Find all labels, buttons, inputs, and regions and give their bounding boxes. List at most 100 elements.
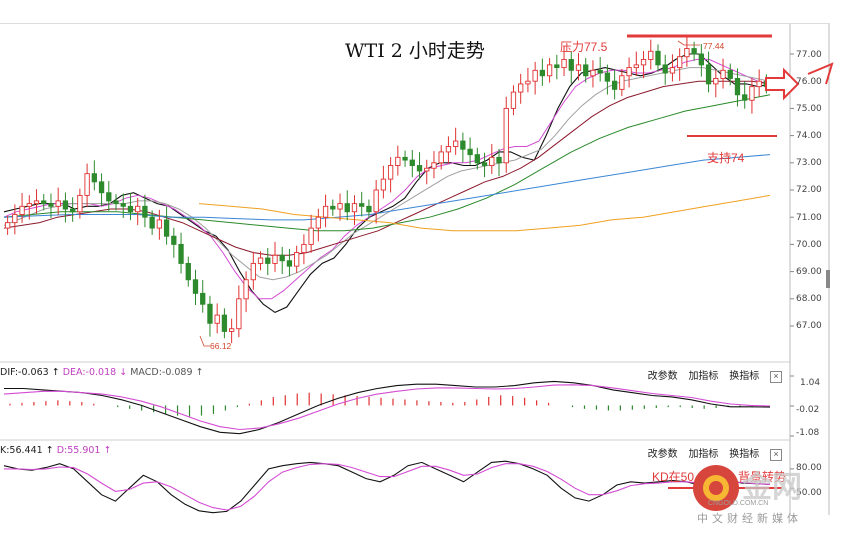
candle-body xyxy=(416,165,423,172)
kd-close-button[interactable]: × xyxy=(770,449,782,461)
candle-body xyxy=(171,235,177,245)
candle-body xyxy=(106,192,112,202)
candle-body xyxy=(554,64,560,69)
candle-body xyxy=(279,254,285,262)
candle-body xyxy=(48,203,54,207)
macd-tick: -1.08 xyxy=(796,428,820,438)
macd-toolbar: 改参数 加指标 换指标 × xyxy=(640,367,782,383)
macd-add-indicator-button[interactable]: 加指标 xyxy=(688,371,719,382)
moving-average-line xyxy=(3,53,771,314)
kd-tick: 50.00 xyxy=(796,488,822,498)
candle-body xyxy=(648,50,654,60)
candle-body xyxy=(395,156,401,166)
candle-body xyxy=(257,257,264,264)
candle-body xyxy=(294,252,300,267)
y-tick: 75.00 xyxy=(796,104,822,114)
candle-body xyxy=(207,303,213,324)
candle-body xyxy=(633,64,639,69)
candle-body xyxy=(84,173,90,196)
candle-body xyxy=(344,203,350,213)
candle-body xyxy=(568,58,574,71)
candle-body xyxy=(308,227,314,245)
kd-tick: 80.00 xyxy=(796,463,822,473)
macd-edit-params-button[interactable]: 改参数 xyxy=(647,371,678,382)
candle-body xyxy=(489,156,495,166)
candle-body xyxy=(460,140,466,150)
kd-switch-indicator-button[interactable]: 换指标 xyxy=(729,449,760,460)
y-tick: 74.00 xyxy=(796,131,822,141)
up-arrow-icon: ↑ xyxy=(45,445,54,456)
candle-body xyxy=(272,254,278,264)
kd-k-line xyxy=(3,460,771,514)
candle-body xyxy=(322,205,329,218)
candle-body xyxy=(705,64,712,85)
y-tick: 77.00 xyxy=(796,50,822,60)
candle-body xyxy=(163,219,170,237)
candle-body xyxy=(445,146,452,153)
low-pointer xyxy=(199,335,210,347)
macd-header: DIF:-0.063 ↑ DEA:-0.018 ↓ MACD:-0.089 ↑ xyxy=(0,367,204,378)
moving-average-line xyxy=(198,194,771,232)
candle-body xyxy=(640,58,647,66)
candle-body xyxy=(503,107,509,164)
candle-body xyxy=(597,69,603,74)
y-tick: 73.00 xyxy=(796,158,822,168)
candle-body xyxy=(387,165,394,180)
kd-add-indicator-button[interactable]: 加指标 xyxy=(688,449,719,460)
candle-body xyxy=(373,189,379,213)
right-arrow-icon xyxy=(765,67,800,101)
candle-body xyxy=(301,243,307,254)
candle-body xyxy=(77,194,83,213)
candle-body xyxy=(532,69,538,82)
candle-body xyxy=(669,67,676,74)
candle-body xyxy=(518,83,524,93)
scroll-handle-icon xyxy=(826,270,830,288)
high-label: 77.44 xyxy=(703,41,725,51)
candle-body xyxy=(619,75,625,90)
kd-header: K:56.441 ↑ D:55.901 ↑ xyxy=(0,445,111,456)
kd-annotation: KD在50 xyxy=(652,470,695,484)
candle-body xyxy=(474,154,480,164)
candle-body xyxy=(91,173,97,183)
candle-body xyxy=(366,205,372,213)
up-arrow-icon: ↑ xyxy=(195,367,204,378)
macd-dea-line xyxy=(3,384,771,431)
candle-body xyxy=(583,64,589,77)
macd-close-button[interactable]: × xyxy=(770,371,782,383)
candle-body xyxy=(243,279,249,300)
candle-body xyxy=(19,205,25,215)
candle-body xyxy=(33,200,40,205)
candle-body xyxy=(337,203,343,210)
candle-body xyxy=(467,148,473,156)
moving-average-line xyxy=(3,67,771,281)
kd-edit-params-button[interactable]: 改参数 xyxy=(647,449,678,460)
low-label: 66.12 xyxy=(210,341,232,351)
chart-title: WTI 2 小时走势 xyxy=(345,40,485,62)
up-arrow-icon xyxy=(807,62,834,85)
candle-body xyxy=(424,167,430,172)
kd-d-value: D:55.901 xyxy=(56,445,101,456)
candle-body xyxy=(402,156,408,161)
macd-tick: -0.02 xyxy=(796,405,820,415)
candle-body xyxy=(438,151,444,164)
candle-body xyxy=(684,48,690,58)
high-pointer xyxy=(677,40,700,46)
y-tick: 70.00 xyxy=(796,240,822,250)
y-tick: 67.00 xyxy=(796,321,822,331)
candle-body xyxy=(55,200,61,207)
kd-d-line xyxy=(4,463,771,511)
y-tick: 72.00 xyxy=(796,185,822,195)
candle-body xyxy=(590,69,596,77)
watermark-logo-icon xyxy=(693,465,739,511)
watermark-text: 中文财经新媒体 xyxy=(697,513,802,525)
resistance-label: 压力77.5 xyxy=(560,40,608,54)
y-tick: 76.00 xyxy=(796,77,822,87)
candle-body xyxy=(431,162,437,169)
y-tick: 69.00 xyxy=(796,267,822,277)
macd-switch-indicator-button[interactable]: 换指标 xyxy=(729,371,760,382)
candle-body xyxy=(250,262,256,281)
candle-body xyxy=(70,208,76,213)
macd-dif-line xyxy=(4,380,771,435)
candle-body xyxy=(359,203,365,207)
candle-body xyxy=(496,156,502,164)
